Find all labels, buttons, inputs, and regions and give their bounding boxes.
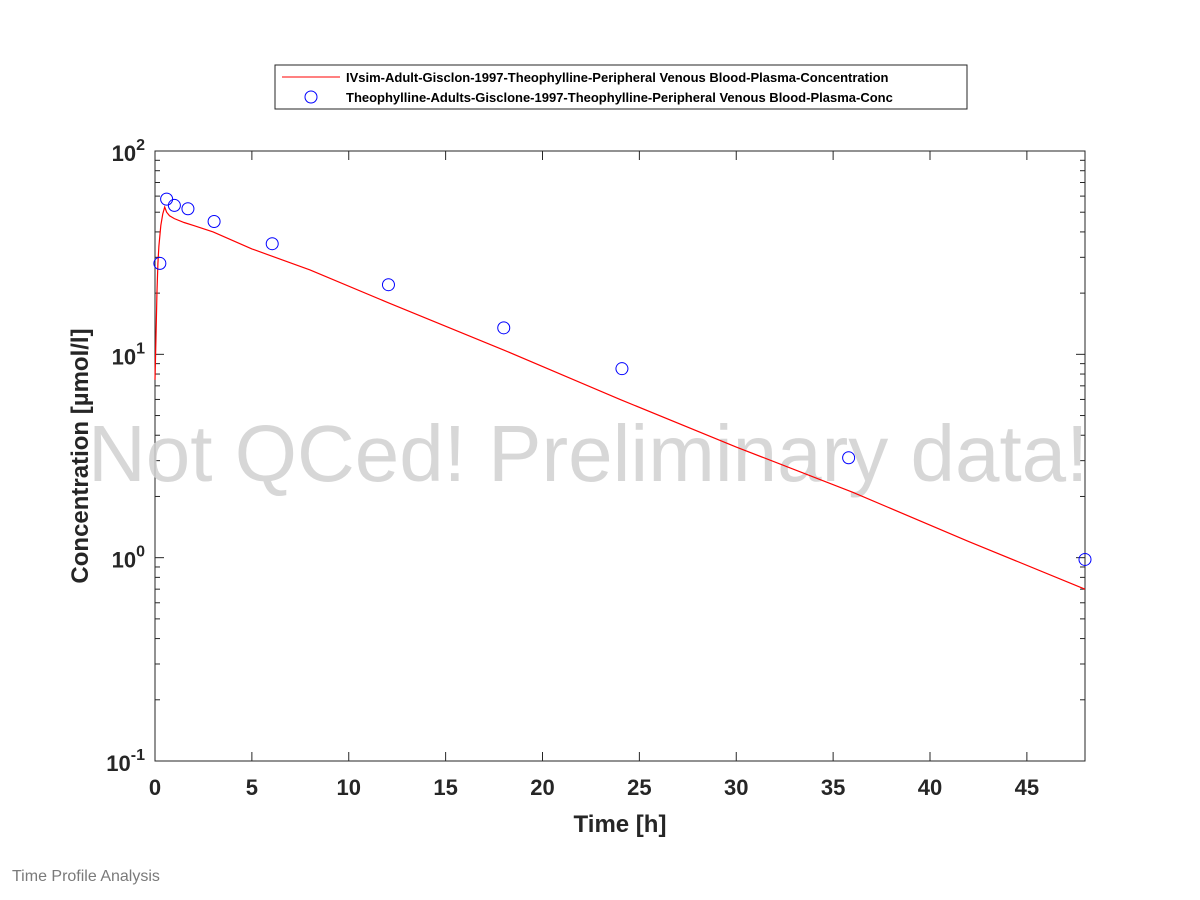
data-point-observed: [497, 321, 511, 335]
data-point-observed: [167, 198, 181, 212]
x-tick-label: 20: [530, 775, 554, 800]
data-point-observed: [207, 215, 221, 229]
data-point-observed: [160, 192, 174, 206]
y-tick-label: 102: [112, 137, 145, 166]
data-point-observed: [615, 362, 629, 376]
axis-ticks: [154, 150, 1085, 762]
y-tick-label: 101: [112, 340, 145, 369]
data-point-observed: [181, 202, 195, 216]
series-line-simulation: [154, 205, 1086, 590]
x-tick-label: 0: [149, 775, 161, 800]
legend-entry-simulation: IVsim-Adult-Gisclon-1997-Theophylline-Pe…: [346, 70, 889, 85]
data-point-observed: [153, 256, 167, 270]
x-tick-label: 10: [337, 775, 361, 800]
y-axis-label: Concentration [µmol/l]: [67, 328, 94, 583]
x-axis-label: Time [h]: [574, 811, 667, 838]
x-tick-label: 15: [433, 775, 457, 800]
x-tick-label: 40: [918, 775, 942, 800]
legend-circle-marker: [304, 90, 318, 104]
legend-entry-observed: Theophylline-Adults-Gisclone-1997-Theoph…: [346, 90, 893, 105]
x-tick-label: 5: [246, 775, 258, 800]
plot-area: [154, 150, 1086, 762]
x-tick-label: 25: [627, 775, 651, 800]
data-point-observed: [842, 451, 856, 465]
legend: IVsim-Adult-Gisclon-1997-Theophylline-Pe…: [274, 64, 968, 110]
data-point-observed: [265, 237, 279, 251]
data-point-observed: [1078, 552, 1092, 566]
data-point-observed: [381, 278, 395, 292]
watermark: Not QCed! Preliminary data!: [88, 409, 1088, 498]
x-tick-label: 45: [1015, 775, 1039, 800]
footer-label: Time Profile Analysis: [12, 868, 160, 885]
axis-tick-labels: 0 5 10 15 20 25 30 35 40 45 10-1 100 101 102: [106, 137, 1039, 800]
x-tick-label: 35: [821, 775, 845, 800]
y-tick-label: 100: [112, 544, 145, 573]
x-tick-label: 30: [724, 775, 748, 800]
series-layer: [153, 192, 1092, 590]
y-tick-label: 10-1: [106, 747, 145, 776]
legend-box: [274, 64, 968, 110]
